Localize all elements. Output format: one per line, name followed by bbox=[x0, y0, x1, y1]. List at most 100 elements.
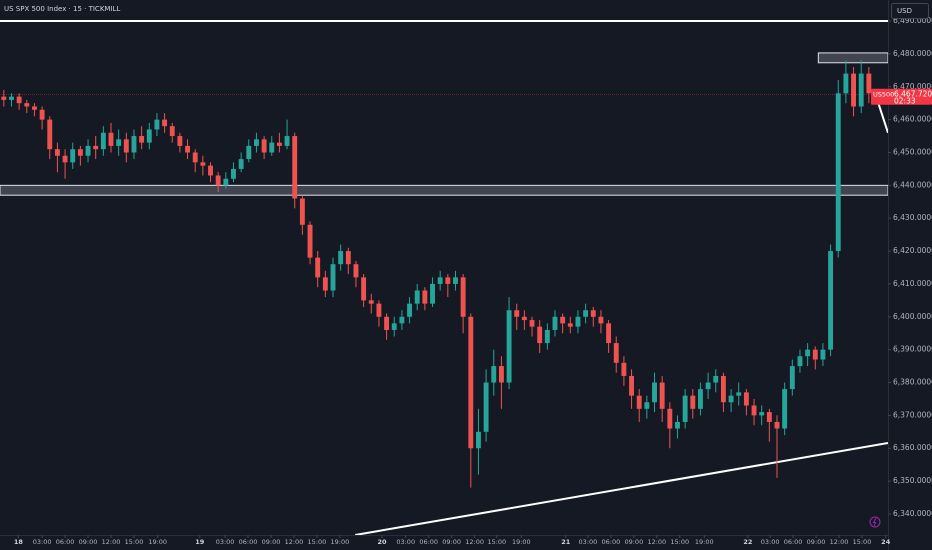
price-zone bbox=[0, 184, 888, 196]
candle-body bbox=[345, 251, 351, 265]
candle-body bbox=[843, 73, 849, 94]
candle-body bbox=[552, 316, 558, 330]
x-tick-label: 06:00 bbox=[784, 538, 803, 546]
last-price-tag bbox=[871, 88, 932, 105]
candle-body bbox=[384, 316, 390, 330]
candle-body bbox=[805, 349, 811, 357]
candle-body bbox=[200, 162, 206, 166]
candle-body bbox=[24, 103, 30, 107]
y-tick-label: 6,480.00000 bbox=[893, 49, 932, 58]
candle-body bbox=[506, 310, 512, 383]
candle-body bbox=[368, 300, 374, 304]
x-tick-label: 03:00 bbox=[579, 538, 598, 546]
candle-body bbox=[636, 395, 642, 409]
x-tick-label: 06:00 bbox=[419, 538, 438, 546]
candle-body bbox=[307, 224, 313, 258]
candle-body bbox=[9, 96, 14, 100]
x-tick-label: 12:00 bbox=[647, 538, 666, 546]
alert-icon bbox=[869, 516, 881, 528]
candle-body bbox=[31, 106, 37, 110]
candle-body bbox=[70, 149, 76, 163]
candle-body bbox=[284, 136, 290, 146]
x-tick-label: 19:00 bbox=[148, 538, 167, 546]
y-tick-label: 6,410.00000 bbox=[893, 279, 932, 288]
candle-body bbox=[659, 382, 665, 409]
candle-body bbox=[782, 389, 788, 429]
y-tick-label: 6,400.00000 bbox=[893, 312, 932, 321]
candle-body bbox=[629, 375, 635, 396]
y-tick-label: 6,470.00000 bbox=[893, 82, 932, 91]
y-tick-label: 6,460.00000 bbox=[893, 115, 932, 124]
candle-body bbox=[690, 395, 696, 409]
candle-body bbox=[851, 73, 857, 107]
candle-body bbox=[652, 382, 657, 403]
candle-body bbox=[751, 405, 757, 416]
y-tick-label: 6,360.00000 bbox=[893, 443, 932, 452]
candle-body bbox=[514, 310, 520, 317]
candle-body bbox=[736, 392, 742, 396]
x-tick-label: 12:00 bbox=[102, 538, 121, 546]
x-tick-label: 19:00 bbox=[695, 538, 714, 546]
x-tick-label: 15:00 bbox=[853, 538, 872, 546]
x-tick-label: 03:00 bbox=[761, 538, 780, 546]
x-tick-label: 09:00 bbox=[442, 538, 461, 546]
currency-label[interactable]: USD bbox=[897, 7, 912, 15]
candle-body bbox=[675, 421, 680, 429]
candle-body bbox=[376, 303, 382, 317]
x-tick-label: 09:00 bbox=[807, 538, 826, 546]
candle-body bbox=[437, 277, 443, 284]
candle-body bbox=[391, 323, 397, 330]
x-day-label: 19 bbox=[195, 538, 205, 546]
x-tick-label: 09:00 bbox=[262, 538, 281, 546]
candle-body bbox=[353, 264, 359, 278]
x-tick-label: 12:00 bbox=[465, 538, 484, 546]
candle-body bbox=[430, 283, 435, 304]
candle-body bbox=[766, 412, 772, 422]
candle-body bbox=[812, 349, 818, 360]
candle-body bbox=[453, 277, 458, 284]
y-tick-label: 6,350.00000 bbox=[893, 476, 932, 485]
y-tick-label: 6,420.00000 bbox=[893, 246, 932, 255]
candle-body bbox=[47, 119, 53, 150]
candle-body bbox=[544, 329, 550, 344]
candle-body bbox=[583, 310, 589, 317]
x-day-label: 22 bbox=[743, 538, 752, 546]
candle-body bbox=[560, 316, 566, 324]
candle-body bbox=[835, 93, 841, 252]
symbol-label: US500 bbox=[873, 91, 894, 99]
candle-body bbox=[292, 136, 298, 199]
candle-body bbox=[192, 152, 198, 163]
candle-body bbox=[606, 323, 612, 344]
candle-body bbox=[77, 149, 83, 156]
candle-body bbox=[537, 326, 543, 344]
y-tick-label: 6,380.00000 bbox=[893, 378, 932, 387]
x-tick-label: 19:00 bbox=[512, 538, 531, 546]
candle-body bbox=[177, 136, 183, 146]
candle-body bbox=[713, 375, 719, 383]
candle-body bbox=[1, 96, 7, 100]
currency-button[interactable] bbox=[891, 3, 929, 19]
y-tick-label: 6,370.00000 bbox=[893, 410, 932, 419]
candle-body bbox=[759, 412, 765, 416]
candle-body bbox=[498, 366, 504, 383]
y-tick-label: 6,340.00000 bbox=[893, 509, 932, 518]
x-tick-label: 03:00 bbox=[396, 538, 415, 546]
candle-body bbox=[253, 139, 259, 146]
candle-body bbox=[575, 316, 581, 327]
candle-body bbox=[828, 251, 834, 350]
countdown-label: 02:33 bbox=[894, 97, 916, 106]
candle-body bbox=[208, 165, 213, 176]
candle-body bbox=[185, 145, 191, 153]
x-tick-label: 15:00 bbox=[308, 538, 327, 546]
x-tick-label: 03:00 bbox=[216, 538, 235, 546]
axes: 6,340.00000 6,350.00000 6,360.00000 6,370.0… bbox=[14, 16, 932, 546]
candle-body bbox=[445, 277, 451, 284]
candle-body bbox=[598, 316, 604, 324]
last-price-label: 6,467.72000 bbox=[894, 90, 932, 99]
candle-body bbox=[85, 145, 91, 156]
candle-body bbox=[705, 382, 711, 390]
candle-body bbox=[789, 366, 795, 390]
